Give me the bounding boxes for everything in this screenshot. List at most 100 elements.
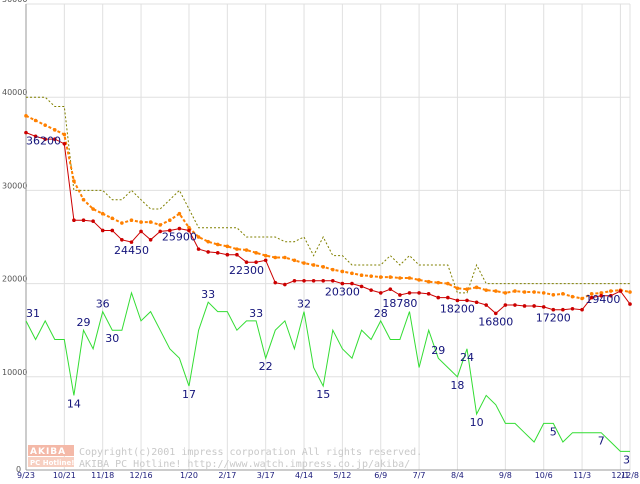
data-point [465, 287, 469, 291]
data-label: 10 [470, 416, 484, 429]
data-label: 24450 [114, 244, 149, 257]
data-point [110, 216, 115, 221]
data-point [407, 291, 412, 295]
y-tick-label: 40000 [2, 88, 27, 97]
data-point [168, 218, 172, 223]
data-point [436, 280, 441, 285]
data-point [321, 265, 326, 269]
data-label: 32 [297, 298, 311, 311]
data-label: 36200 [26, 135, 61, 148]
data-point [43, 137, 47, 141]
x-tick-label: 12/16 [130, 471, 153, 480]
data-point [503, 303, 508, 307]
data-point [532, 290, 536, 294]
data-point [52, 137, 57, 141]
data-point [513, 303, 517, 307]
data-point [426, 292, 431, 296]
data-point [455, 286, 460, 291]
x-tick-label: 9/23 [17, 471, 35, 480]
data-label: 29 [77, 316, 91, 329]
series-line-average-price [25, 114, 631, 300]
x-tick-label: 9/8 [499, 471, 512, 480]
data-point [120, 221, 124, 225]
data-point [177, 211, 182, 216]
data-point [244, 260, 249, 264]
logo-top-text: AKIBA [30, 447, 66, 457]
data-point [129, 218, 134, 223]
data-point [618, 289, 623, 293]
data-point [158, 229, 163, 234]
data-point [369, 274, 373, 278]
data-point [263, 258, 268, 263]
data-point [359, 284, 364, 289]
data-point [493, 289, 498, 293]
data-point [609, 289, 613, 293]
data-point [187, 228, 191, 233]
data-point [369, 288, 373, 292]
data-point [72, 218, 76, 223]
data-label: 22300 [229, 264, 264, 277]
data-label: 31 [26, 307, 40, 320]
data-point [196, 235, 201, 239]
x-tick-label: 5/12 [333, 471, 351, 480]
data-point [532, 304, 536, 308]
data-point [436, 295, 441, 300]
data-point [589, 292, 594, 296]
data-point [609, 293, 613, 298]
data-point [551, 292, 556, 297]
data-point [350, 281, 354, 286]
data-label: 24 [460, 351, 474, 364]
data-label: 17 [182, 388, 196, 401]
data-point [628, 290, 632, 294]
data-point [302, 261, 306, 265]
x-tick-label: 11/18 [91, 471, 114, 480]
data-label: 30 [105, 332, 119, 345]
watermark: AKIBA PC Hotline! Copyright(c)2001 impre… [28, 445, 422, 470]
data-point [426, 279, 431, 284]
data-point [340, 269, 345, 274]
x-tick-label: 8/4 [451, 471, 464, 480]
data-point [541, 291, 546, 295]
data-point [283, 282, 287, 287]
logo-top-box [28, 445, 74, 456]
data-point [340, 281, 345, 286]
data-point [417, 278, 421, 282]
data-point [129, 240, 134, 244]
data-point [388, 287, 393, 291]
x-tick-label: 11/3 [573, 471, 591, 480]
data-point [168, 228, 172, 233]
data-point [235, 247, 239, 251]
data-point [91, 219, 95, 223]
data-point [292, 258, 297, 263]
data-point [215, 242, 220, 247]
data-point [446, 295, 450, 300]
data-point [24, 114, 28, 118]
data-point [244, 248, 249, 252]
x-tick-label: 3/17 [257, 471, 275, 480]
data-point [513, 289, 517, 293]
data-point [474, 300, 479, 305]
x-tick-label: 7/7 [413, 471, 426, 480]
data-point [302, 279, 306, 283]
series-lines [25, 96, 631, 452]
x-tick-label: 10/6 [535, 471, 553, 480]
data-point [589, 295, 594, 300]
data-point [292, 279, 297, 283]
x-tick-label: 1/20 [180, 471, 198, 480]
data-point [484, 288, 488, 292]
data-point [235, 252, 239, 257]
data-point [263, 253, 268, 258]
data-point [570, 294, 575, 299]
data-point [62, 142, 67, 146]
series-line-lowest-price [25, 132, 631, 315]
data-point [580, 307, 584, 312]
data-point [254, 251, 258, 255]
data-point [148, 237, 153, 242]
data-point [273, 255, 278, 260]
x-tick-label: 6/9 [374, 471, 387, 480]
data-point [120, 237, 124, 242]
x-tick-label: 12/8 [621, 471, 639, 480]
data-point [561, 292, 565, 296]
